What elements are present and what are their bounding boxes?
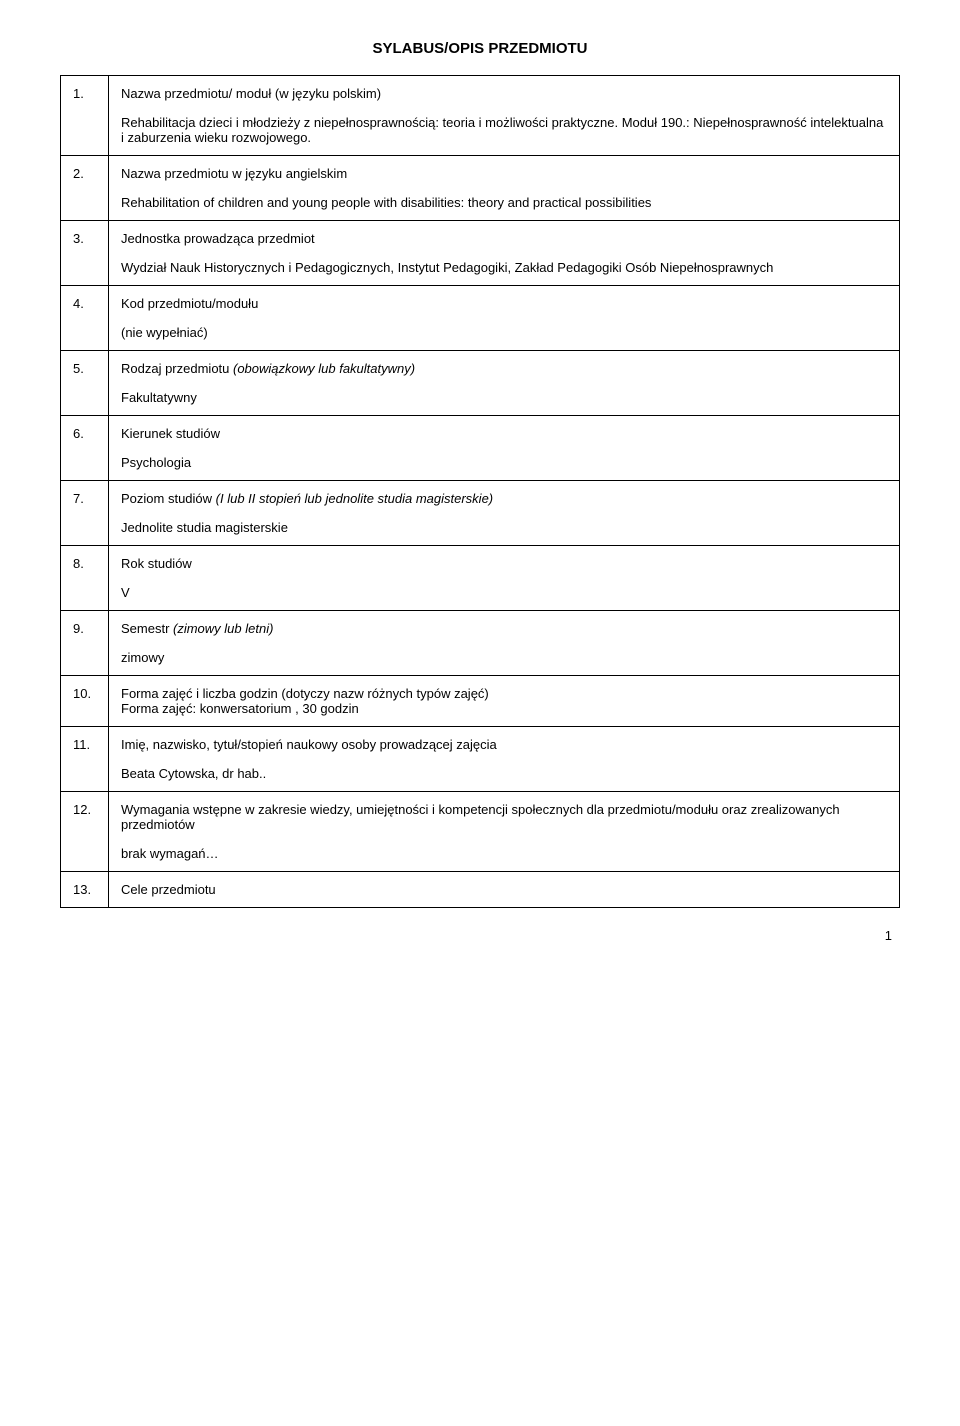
row-content: Cele przedmiotu [109, 872, 900, 908]
row-body: Fakultatywny [121, 390, 887, 405]
row-content: Nazwa przedmiotu/ moduł (w języku polski… [109, 76, 900, 156]
row-content: Rodzaj przedmiotu (obowiązkowy lub fakul… [109, 351, 900, 416]
row-number: 5. [61, 351, 109, 416]
row-heading: Forma zajęć i liczba godzin (dotyczy naz… [121, 686, 887, 701]
table-row: 12. Wymagania wstępne w zakresie wiedzy, … [61, 792, 900, 872]
row-content: Imię, nazwisko, tytuł/stopień naukowy os… [109, 727, 900, 792]
row-body: V [121, 585, 887, 600]
row-heading: Poziom studiów (I lub II stopień lub jed… [121, 491, 887, 506]
table-row: 3. Jednostka prowadząca przedmiot Wydział … [61, 221, 900, 286]
row-heading: Wymagania wstępne w zakresie wiedzy, umi… [121, 802, 887, 832]
row-heading: Jednostka prowadząca przedmiot [121, 231, 887, 246]
table-row: 1. Nazwa przedmiotu/ moduł (w języku pols… [61, 76, 900, 156]
row-heading: Semestr (zimowy lub letni) [121, 621, 887, 636]
row-number: 4. [61, 286, 109, 351]
row-body: (nie wypełniać) [121, 325, 887, 340]
document-title: SYLABUS/OPIS PRZEDMIOTU [60, 40, 900, 57]
row-body: Forma zajęć: konwersatorium , 30 godzin [121, 701, 887, 716]
row-heading: Rodzaj przedmiotu (obowiązkowy lub fakul… [121, 361, 887, 376]
row-body: Jednolite studia magisterskie [121, 520, 887, 535]
row-content: Poziom studiów (I lub II stopień lub jed… [109, 481, 900, 546]
row-number: 10. [61, 676, 109, 727]
row-heading: Nazwa przedmiotu w języku angielskim [121, 166, 887, 181]
row-number: 11. [61, 727, 109, 792]
row-content: Wymagania wstępne w zakresie wiedzy, umi… [109, 792, 900, 872]
table-row: 5. Rodzaj przedmiotu (obowiązkowy lub fak… [61, 351, 900, 416]
row-number: 2. [61, 156, 109, 221]
row-content: Semestr (zimowy lub letni) zimowy [109, 611, 900, 676]
row-content: Nazwa przedmiotu w języku angielskim Reha… [109, 156, 900, 221]
table-row: 13. Cele przedmiotu [61, 872, 900, 908]
table-row: 8. Rok studiów V [61, 546, 900, 611]
row-number: 12. [61, 792, 109, 872]
row-number: 8. [61, 546, 109, 611]
table-row: 11. Imię, nazwisko, tytuł/stopień naukowy… [61, 727, 900, 792]
row-heading: Kod przedmiotu/modułu [121, 296, 887, 311]
row-content: Jednostka prowadząca przedmiot Wydział Na… [109, 221, 900, 286]
row-content: Kod przedmiotu/modułu (nie wypełniać) [109, 286, 900, 351]
syllabus-table: 1. Nazwa przedmiotu/ moduł (w języku pols… [60, 75, 900, 908]
row-body: brak wymagań… [121, 846, 887, 861]
page-number: 1 [60, 928, 900, 943]
row-body: Rehabilitacja dzieci i młodzieży z niepe… [121, 115, 887, 145]
row-content: Kierunek studiów Psychologia [109, 416, 900, 481]
row-number: 6. [61, 416, 109, 481]
row-content: Rok studiów V [109, 546, 900, 611]
row-number: 7. [61, 481, 109, 546]
table-row: 9. Semestr (zimowy lub letni) zimowy [61, 611, 900, 676]
table-row: 7. Poziom studiów (I lub II stopień lub j… [61, 481, 900, 546]
row-body: Wydział Nauk Historycznych i Pedagogiczn… [121, 260, 887, 275]
row-number: 1. [61, 76, 109, 156]
row-number: 13. [61, 872, 109, 908]
row-heading: Cele przedmiotu [121, 882, 887, 897]
row-heading: Rok studiów [121, 556, 887, 571]
table-row: 2. Nazwa przedmiotu w języku angielskim Re… [61, 156, 900, 221]
table-row: 10. Forma zajęć i liczba godzin (dotyczy … [61, 676, 900, 727]
table-row: 6. Kierunek studiów Psychologia [61, 416, 900, 481]
row-heading: Imię, nazwisko, tytuł/stopień naukowy os… [121, 737, 887, 752]
row-heading: Nazwa przedmiotu/ moduł (w języku polski… [121, 86, 887, 101]
row-number: 9. [61, 611, 109, 676]
table-row: 4. Kod przedmiotu/modułu (nie wypełniać) [61, 286, 900, 351]
row-number: 3. [61, 221, 109, 286]
row-body: Rehabilitation of children and young peo… [121, 195, 887, 210]
row-content: Forma zajęć i liczba godzin (dotyczy naz… [109, 676, 900, 727]
row-body: zimowy [121, 650, 887, 665]
row-body: Psychologia [121, 455, 887, 470]
row-body: Beata Cytowska, dr hab.. [121, 766, 887, 781]
row-heading: Kierunek studiów [121, 426, 887, 441]
